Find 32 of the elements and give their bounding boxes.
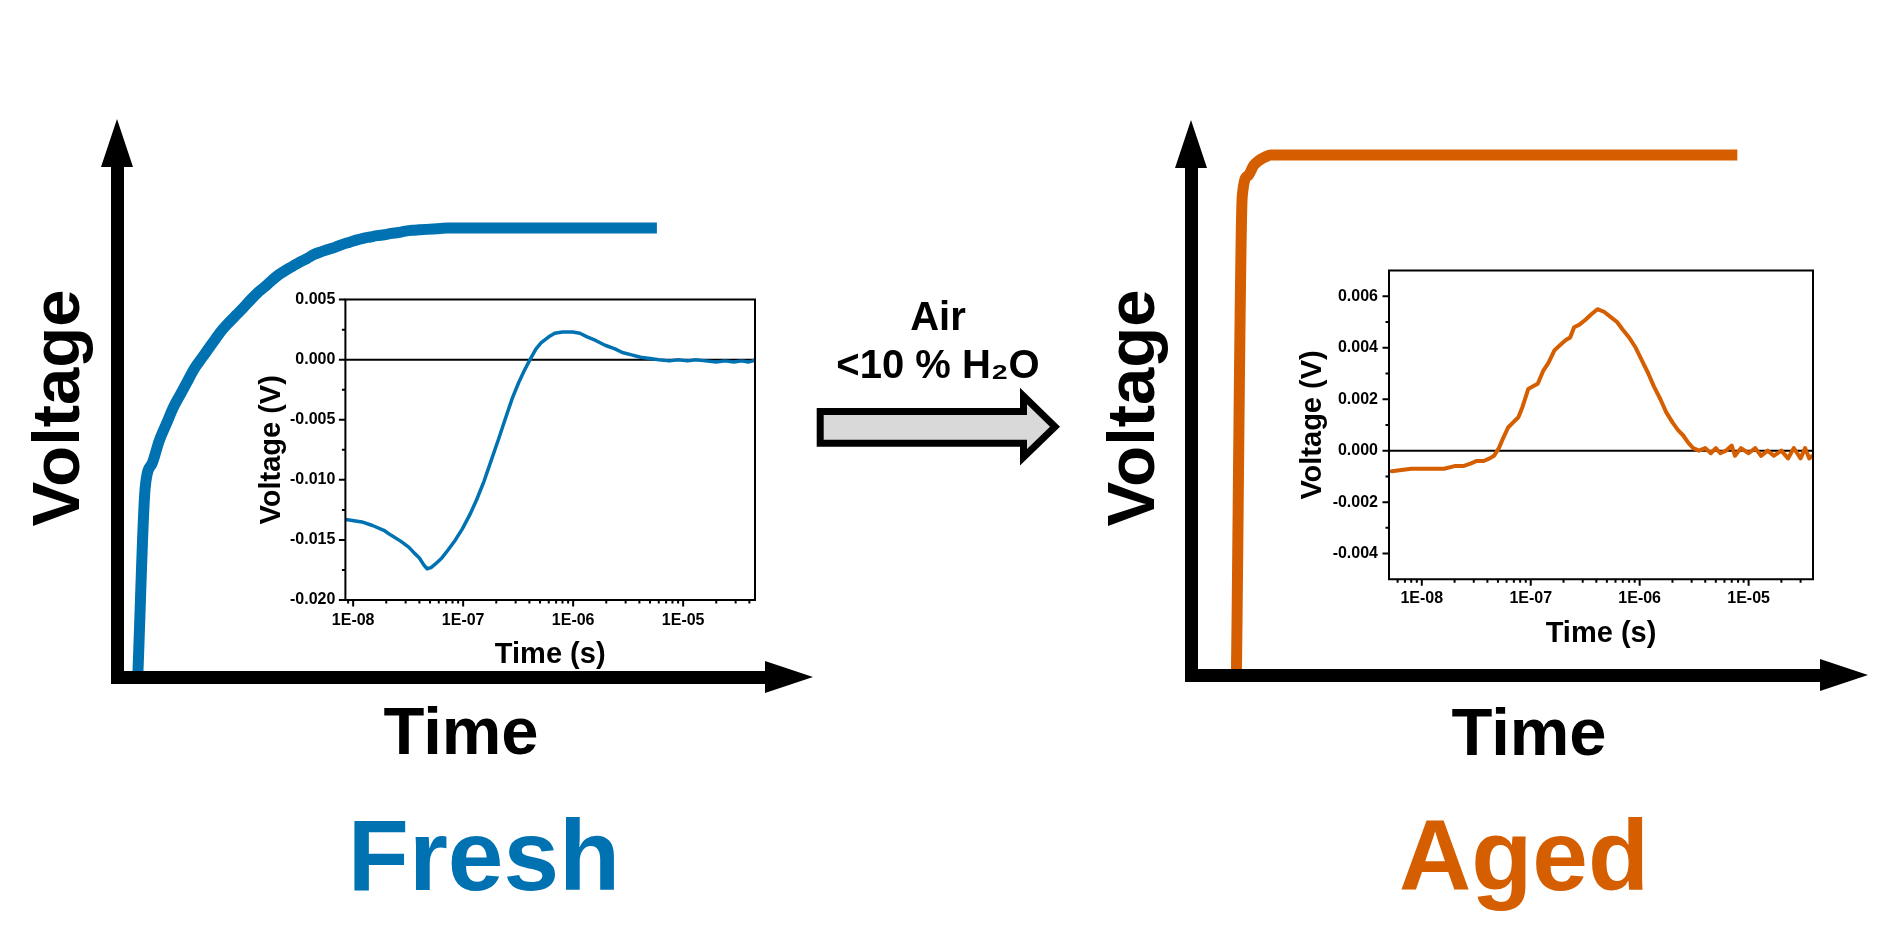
y-tick-label: -0.010 bbox=[290, 470, 336, 488]
y-axis-title: Voltage bbox=[17, 289, 93, 527]
x-axis-title: Time bbox=[383, 692, 539, 768]
x-tick-label: 1E-08 bbox=[1400, 589, 1444, 607]
y-tick-label: -0.004 bbox=[1332, 543, 1379, 561]
text: <10 % H₂O bbox=[836, 341, 1040, 388]
text: Fresh bbox=[347, 798, 621, 913]
y-tick-label: 0.002 bbox=[1337, 389, 1379, 407]
y-tick-label: 0.005 bbox=[295, 290, 336, 308]
y-tick-label: -0.020 bbox=[290, 590, 336, 608]
x-tick-label: 1E-06 bbox=[1618, 589, 1662, 607]
x-tick-label: 1E-07 bbox=[441, 611, 485, 629]
y-axis-title: Voltage (V) bbox=[1295, 350, 1328, 500]
x-tick-label: 1E-07 bbox=[1509, 589, 1553, 607]
x-tick-label: 1E-05 bbox=[661, 611, 705, 629]
x-tick-label: 1E-05 bbox=[1727, 589, 1771, 607]
x-axis-title: Time (s) bbox=[494, 637, 606, 669]
y-tick-label: 0.000 bbox=[295, 350, 336, 368]
x-axis-title: Time bbox=[1451, 693, 1607, 769]
y-tick-label: -0.015 bbox=[290, 530, 336, 548]
y-axis-title: Voltage (V) bbox=[254, 375, 287, 525]
y-tick-label: -0.002 bbox=[1332, 492, 1379, 510]
text: Air bbox=[910, 293, 966, 340]
y-tick-label: 0.004 bbox=[1337, 338, 1379, 356]
y-tick-label: 0.006 bbox=[1337, 286, 1379, 304]
y-tick-label: 0.000 bbox=[1337, 441, 1379, 459]
y-tick-label: -0.005 bbox=[290, 410, 336, 428]
text: Aged bbox=[1399, 798, 1649, 913]
x-tick-label: 1E-08 bbox=[331, 611, 375, 629]
y-axis-title: Voltage bbox=[1092, 289, 1168, 527]
x-axis-title: Time (s) bbox=[1545, 616, 1657, 648]
x-tick-label: 1E-06 bbox=[551, 611, 595, 629]
